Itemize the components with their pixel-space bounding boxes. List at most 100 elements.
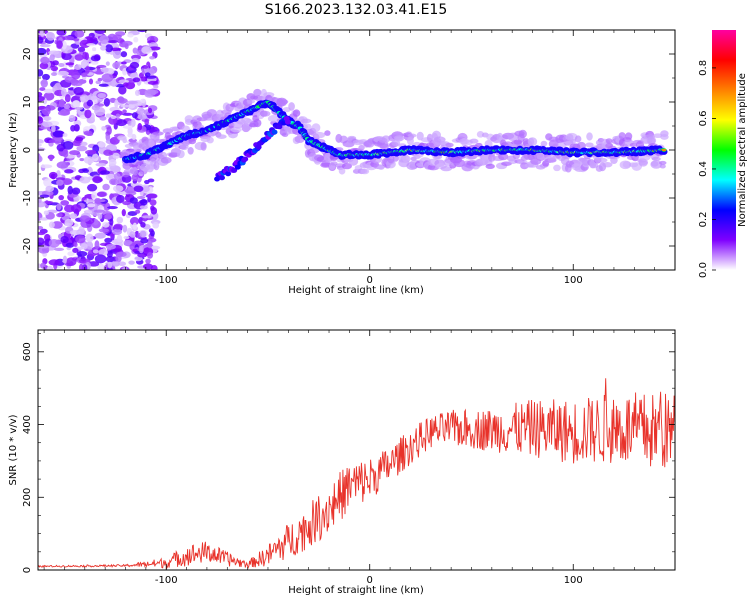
spectrogram-blob (99, 116, 107, 121)
spectrogram-blob (341, 162, 352, 170)
snr-panel: -100 0 100 0 200 400 600 Height of straight l… (8, 329, 676, 596)
spectrogram-blob (659, 164, 666, 169)
spectrogram-blob (122, 200, 131, 206)
spectrogram-blob (311, 123, 321, 133)
spectrogram-y-label: Frequency (Hz) (8, 112, 19, 188)
spectrogram-blob (48, 239, 60, 248)
spectrogram-blob (128, 260, 135, 265)
spectrogram-blob (58, 194, 65, 201)
spectrogram-blob (74, 30, 85, 38)
spectrogram-blob (126, 100, 138, 105)
x-tick-label: 0 (367, 275, 373, 286)
spectrogram-blob (40, 262, 46, 269)
spectrogram-blob (100, 45, 107, 51)
spectrogram-blob (381, 135, 391, 143)
spectrogram-blob (140, 198, 148, 206)
colorbar: 0.0 0.2 0.4 0.6 0.8 Normalized spectral ampl… (698, 30, 748, 278)
y-tick-label: -10 (22, 190, 33, 206)
spectrogram-blob (313, 131, 326, 139)
spectrogram-blob (88, 78, 94, 85)
spectrogram-blob (121, 209, 126, 217)
spectrogram-blob (122, 40, 133, 46)
spectrogram-blob (51, 125, 56, 133)
spectrogram-blob (130, 118, 136, 128)
spectrogram-blob (65, 62, 75, 66)
spectrogram-blob (123, 239, 133, 246)
spectrogram-blob (38, 36, 44, 44)
spectrogram-blob (94, 232, 106, 239)
spectrogram-blob (118, 98, 128, 104)
snr-series-line (38, 378, 675, 570)
spectrogram-blob (61, 52, 72, 61)
spectrogram-blob (358, 144, 365, 151)
spectrogram-blob (181, 125, 190, 133)
colorbar-tick-label: 0.0 (698, 262, 709, 278)
spectrogram-blob (176, 149, 185, 159)
y-tick-label: 200 (22, 488, 33, 507)
spectrogram-blob (150, 205, 155, 211)
spectrogram-blob (140, 238, 149, 244)
spectrogram-blob (253, 88, 262, 97)
spectrogram-blob (139, 205, 148, 210)
spectrogram-blob (498, 153, 509, 161)
spectrogram-blob (94, 240, 100, 250)
spectrogram-blob (118, 85, 127, 95)
spectrogram-blob (48, 221, 55, 229)
spectrogram-blob (57, 70, 69, 76)
spectrogram-blob (304, 123, 312, 131)
spectrogram-blob (140, 221, 146, 228)
spectrogram-blob (225, 171, 232, 177)
spectrogram-x-label: Height of straight line (km) (288, 285, 424, 296)
spectrogram-blob (146, 240, 153, 249)
spectrogram-blob (76, 145, 88, 152)
spectrogram-blob (52, 60, 59, 66)
spectrogram-blob (152, 131, 164, 136)
spectrogram-blob (110, 115, 117, 119)
y-tick-label: -20 (22, 238, 33, 254)
spectrogram-blob (54, 247, 65, 252)
spectrogram-blob (146, 252, 154, 259)
spectrogram-blob (83, 199, 95, 203)
spectrogram-blob (263, 92, 275, 98)
spectrogram-blob (99, 35, 109, 45)
spectrogram-blob (99, 170, 110, 175)
x-tick-label: 100 (564, 275, 583, 286)
x-tick-label: -100 (155, 575, 178, 586)
spectrogram-blob (661, 148, 667, 152)
spectrogram-blob (107, 205, 118, 210)
spectrogram-blob (426, 133, 434, 143)
spectrogram-blob (80, 243, 88, 250)
spectrogram-blob (91, 191, 98, 201)
spectrogram-blob (39, 30, 46, 37)
spectrogram-blob (38, 231, 46, 236)
spectrogram-blob (88, 261, 100, 267)
spectrogram-blob (38, 111, 42, 117)
spectrogram-blob (38, 143, 42, 147)
spectrogram-blob (629, 142, 638, 147)
spectrogram-blob (72, 247, 79, 253)
spectrogram-blob (61, 40, 67, 50)
snr-x-ticks: -100 0 100 (43, 330, 676, 586)
spectrogram-blob (39, 44, 51, 48)
spectrogram-blob (86, 99, 94, 107)
spectrogram-blob (80, 141, 88, 147)
spectrogram-blob (77, 79, 87, 84)
spectrogram-blob (39, 194, 50, 198)
spectrogram-blob (200, 142, 207, 151)
spectrogram-blob (218, 175, 225, 181)
spectrogram-blob (146, 89, 159, 95)
spectrogram-blob (142, 263, 154, 270)
spectrogram-blob (82, 168, 89, 173)
spectrogram-blob (116, 234, 123, 243)
spectrogram-blob (124, 43, 129, 50)
spectrogram-blob (112, 228, 123, 236)
spectrogram-blob (64, 94, 71, 103)
x-tick-label: 100 (564, 575, 583, 586)
spectrogram-blob (440, 165, 453, 172)
spectrogram-blob (48, 50, 60, 55)
spectrogram-blob (116, 216, 124, 224)
y-tick-label: 20 (22, 48, 33, 61)
spectrogram-blob (85, 233, 94, 243)
spectrogram-blob (68, 114, 76, 122)
colorbar-tick-label: 0.6 (698, 110, 709, 126)
